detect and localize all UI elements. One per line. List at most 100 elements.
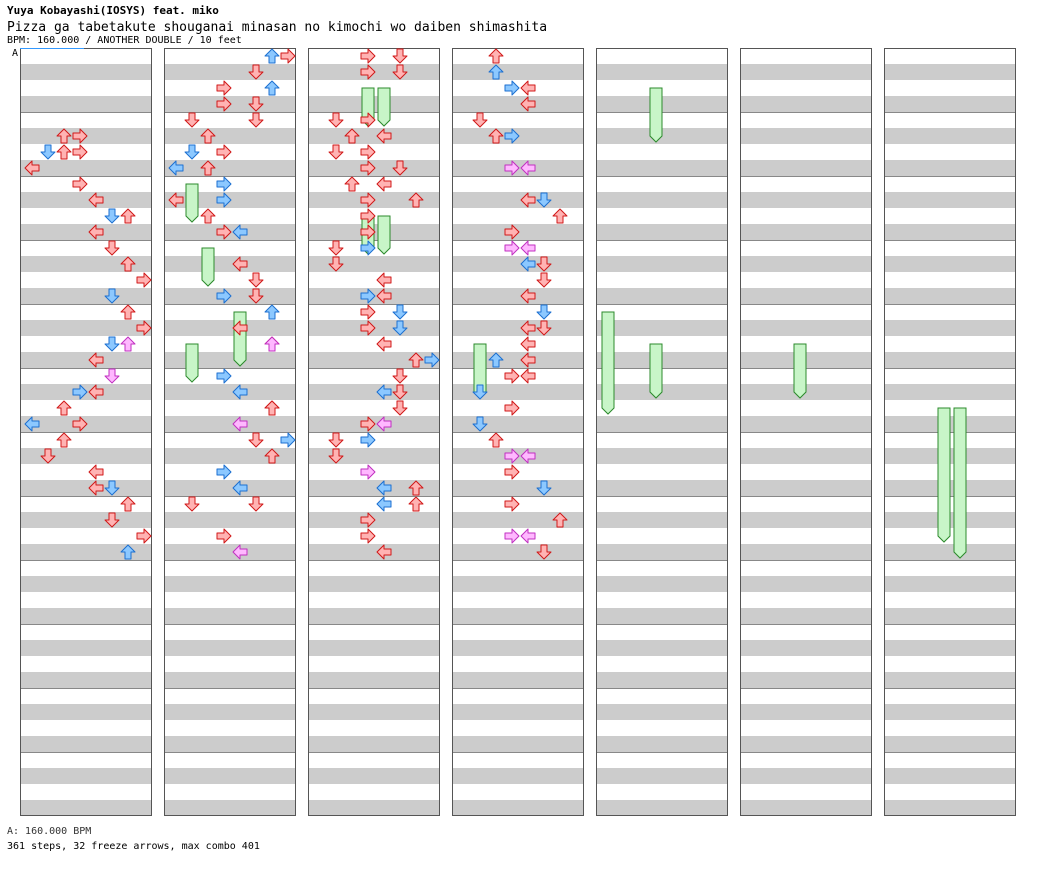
panel-stripe: [308, 704, 440, 720]
step-arrow: [376, 176, 392, 192]
panel-stripe: [308, 800, 440, 816]
panel-stripe: [596, 736, 728, 752]
panel-stripe: [164, 128, 296, 144]
step-arrow: [200, 128, 216, 144]
freeze-arrow: [185, 343, 199, 383]
step-arrow: [376, 416, 392, 432]
freeze-arrow: [377, 215, 391, 255]
panel-stripe: [596, 480, 728, 496]
panel-stripe: [740, 160, 872, 176]
step-arrow: [376, 480, 392, 496]
freeze-arrow: [937, 407, 951, 543]
step-arrow: [104, 208, 120, 224]
panel-stripe: [596, 608, 728, 624]
step-arrow: [520, 256, 536, 272]
panel-stripe: [596, 672, 728, 688]
panel-stripe: [884, 256, 1016, 272]
panel-stripe: [20, 320, 152, 336]
step-arrow: [504, 368, 520, 384]
panel-stripe: [20, 512, 152, 528]
step-arrow: [392, 320, 408, 336]
step-arrow: [120, 336, 136, 352]
step-arrow: [360, 240, 376, 256]
step-arrow: [520, 240, 536, 256]
panel-stripe: [884, 64, 1016, 80]
panel-stripe: [596, 512, 728, 528]
panel-border: [20, 48, 152, 816]
step-arrow: [24, 416, 40, 432]
panel-stripe: [164, 320, 296, 336]
step-arrow: [360, 224, 376, 240]
panel-stripe: [884, 672, 1016, 688]
panel-stripe: [452, 480, 584, 496]
panel-stripe: [164, 384, 296, 400]
step-arrow: [552, 512, 568, 528]
step-arrow: [216, 144, 232, 160]
panel-stripe: [20, 544, 152, 560]
step-arrow: [408, 352, 424, 368]
panel-stripe: [596, 448, 728, 464]
panel-stripe: [740, 64, 872, 80]
step-arrow: [72, 384, 88, 400]
panel-stripe: [596, 192, 728, 208]
panel-border: [452, 48, 584, 816]
step-arrow: [56, 128, 72, 144]
panel-stripe: [596, 288, 728, 304]
step-arrow: [360, 144, 376, 160]
step-arrow: [56, 144, 72, 160]
step-arrow: [216, 224, 232, 240]
panel-stripe: [20, 288, 152, 304]
step-arrow: [520, 448, 536, 464]
step-arrow: [360, 192, 376, 208]
step-arrow: [136, 528, 152, 544]
panel-stripe: [884, 288, 1016, 304]
step-arrow: [104, 288, 120, 304]
panel-stripe: [164, 352, 296, 368]
section-marker-line: [20, 48, 84, 49]
panel-stripe: [20, 448, 152, 464]
step-arrow: [232, 224, 248, 240]
step-arrow: [392, 400, 408, 416]
step-arrow: [88, 464, 104, 480]
step-arrow: [24, 160, 40, 176]
step-arrow: [376, 272, 392, 288]
section-marker: A: [12, 48, 19, 59]
panel-stripe: [452, 640, 584, 656]
step-arrow: [216, 528, 232, 544]
step-arrow: [264, 336, 280, 352]
panel-stripe: [596, 704, 728, 720]
panel-stripe: [884, 768, 1016, 784]
panel-border: [740, 48, 872, 816]
step-arrow: [520, 80, 536, 96]
step-arrow: [488, 128, 504, 144]
step-arrow: [504, 464, 520, 480]
step-arrow: [264, 80, 280, 96]
step-arrow: [40, 448, 56, 464]
step-arrow: [88, 384, 104, 400]
step-arrow: [104, 480, 120, 496]
step-arrow: [120, 544, 136, 560]
step-arrow: [184, 496, 200, 512]
step-arrow: [360, 208, 376, 224]
step-arrow: [328, 240, 344, 256]
panel-stripe: [740, 576, 872, 592]
panel-stripe: [164, 160, 296, 176]
step-arrow: [376, 128, 392, 144]
step-arrow: [536, 480, 552, 496]
panel-stripe: [164, 64, 296, 80]
panel-stripe: [596, 576, 728, 592]
panel-stripe: [596, 640, 728, 656]
step-arrow: [104, 336, 120, 352]
step-arrow: [248, 432, 264, 448]
panel-stripe: [20, 192, 152, 208]
panel-stripe: [308, 576, 440, 592]
step-arrow: [248, 112, 264, 128]
step-arrow: [520, 192, 536, 208]
panel-stripe: [20, 96, 152, 112]
panel-stripe: [452, 416, 584, 432]
step-arrow: [104, 368, 120, 384]
step-arrow: [232, 480, 248, 496]
step-arrow: [536, 320, 552, 336]
step-arrow: [392, 304, 408, 320]
panel-stripe: [20, 224, 152, 240]
